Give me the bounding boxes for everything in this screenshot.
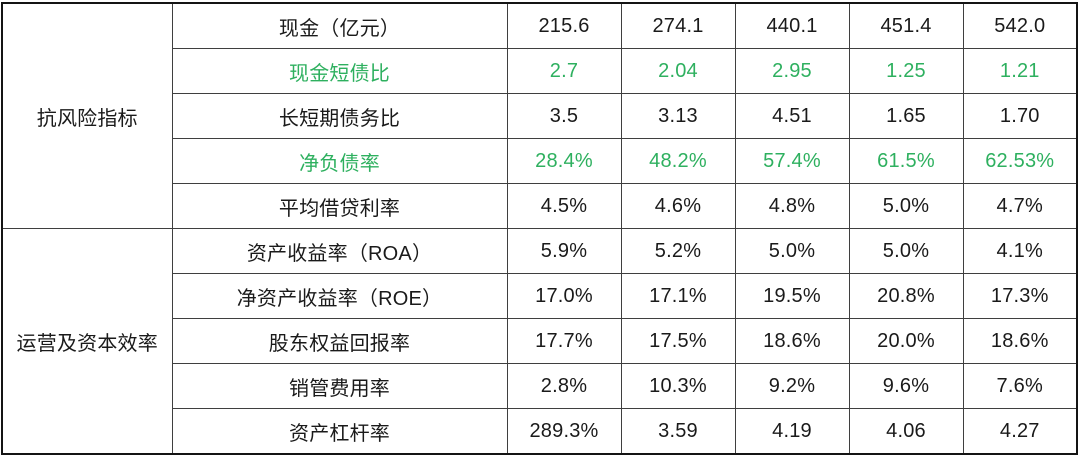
value-cell: 4.06 <box>848 408 964 455</box>
value-cell: 1.65 <box>848 93 964 139</box>
value-cell: 2.8% <box>506 363 622 409</box>
value-cell: 4.8% <box>734 183 850 229</box>
table-row: 净资产收益率（ROE） 17.0% 17.1% 19.5% 20.8% 17.3… <box>2 273 1078 319</box>
table-row: 股东权益回报率 17.7% 17.5% 18.6% 20.0% 18.6% <box>2 318 1078 364</box>
value-cell: 5.2% <box>620 228 736 274</box>
value-cell: 5.0% <box>848 228 964 274</box>
value-cell: 18.6% <box>734 318 850 364</box>
value-cell: 4.7% <box>962 183 1078 229</box>
value-cell: 17.3% <box>962 273 1078 319</box>
metric-cell: 股东权益回报率 <box>171 318 508 364</box>
value-cell: 57.4% <box>734 138 850 184</box>
value-cell: 28.4% <box>506 138 622 184</box>
value-cell: 17.5% <box>620 318 736 364</box>
row-group-label-efficiency: 运营及资本效率 <box>1 228 173 455</box>
value-cell: 1.21 <box>962 48 1078 94</box>
value-cell: 5.0% <box>734 228 850 274</box>
value-cell: 9.6% <box>848 363 964 409</box>
value-cell: 289.3% <box>506 408 622 455</box>
value-cell: 1.25 <box>848 48 964 94</box>
value-cell: 3.13 <box>620 93 736 139</box>
table-row: 销管费用率 2.8% 10.3% 9.2% 9.6% 7.6% <box>2 363 1078 409</box>
table-row: 平均借贷利率 4.5% 4.6% 4.8% 5.0% 4.7% <box>2 183 1078 229</box>
value-cell: 18.6% <box>962 318 1078 364</box>
value-cell: 48.2% <box>620 138 736 184</box>
value-cell: 4.1% <box>962 228 1078 274</box>
value-cell: 4.19 <box>734 408 850 455</box>
value-cell: 10.3% <box>620 363 736 409</box>
metric-cell: 资产杠杆率 <box>171 408 508 455</box>
value-cell: 542.0 <box>962 2 1078 49</box>
value-cell: 3.5 <box>506 93 622 139</box>
value-cell: 7.6% <box>962 363 1078 409</box>
value-cell: 1.70 <box>962 93 1078 139</box>
table-row: 净负债率 28.4% 48.2% 57.4% 61.5% 62.53% <box>2 138 1078 184</box>
value-cell: 62.53% <box>962 138 1078 184</box>
value-cell: 20.0% <box>848 318 964 364</box>
metric-cell: 销管费用率 <box>171 363 508 409</box>
table-row: 现金短债比 2.7 2.04 2.95 1.25 1.21 <box>2 48 1078 94</box>
value-cell: 440.1 <box>734 2 850 49</box>
metric-cell: 现金（亿元） <box>171 2 508 49</box>
value-cell: 5.0% <box>848 183 964 229</box>
value-cell: 17.0% <box>506 273 622 319</box>
metric-cell: 净资产收益率（ROE） <box>171 273 508 319</box>
value-cell: 5.9% <box>506 228 622 274</box>
value-cell: 20.8% <box>848 273 964 319</box>
metric-cell: 现金短债比 <box>171 48 508 94</box>
value-cell: 2.04 <box>620 48 736 94</box>
table-row: 抗风险指标 现金（亿元） 215.6 274.1 440.1 451.4 542… <box>1 2 1078 229</box>
value-cell: 3.59 <box>620 408 736 455</box>
value-cell: 17.1% <box>620 273 736 319</box>
value-cell: 4.5% <box>506 183 622 229</box>
value-cell: 19.5% <box>734 273 850 319</box>
value-cell: 215.6 <box>506 2 622 49</box>
value-cell: 4.27 <box>962 408 1078 455</box>
metric-cell: 平均借贷利率 <box>171 183 508 229</box>
value-cell: 4.6% <box>620 183 736 229</box>
metric-cell: 长短期债务比 <box>171 93 508 139</box>
metric-cell: 净负债率 <box>171 138 508 184</box>
value-cell: 2.95 <box>734 48 850 94</box>
value-cell: 2.7 <box>506 48 622 94</box>
value-cell: 17.7% <box>506 318 622 364</box>
value-cell: 9.2% <box>734 363 850 409</box>
table-row: 资产杠杆率 289.3% 3.59 4.19 4.06 4.27 <box>2 408 1078 455</box>
table-row: 长短期债务比 3.5 3.13 4.51 1.65 1.70 <box>2 93 1078 139</box>
value-cell: 4.51 <box>734 93 850 139</box>
table-row: 运营及资本效率 资产收益率（ROA） 5.9% 5.2% 5.0% 5.0% 4… <box>1 228 1078 455</box>
value-cell: 274.1 <box>620 2 736 49</box>
row-group-label-risk: 抗风险指标 <box>1 2 173 229</box>
value-cell: 451.4 <box>848 2 964 49</box>
metric-cell: 资产收益率（ROA） <box>171 228 508 274</box>
value-cell: 61.5% <box>848 138 964 184</box>
